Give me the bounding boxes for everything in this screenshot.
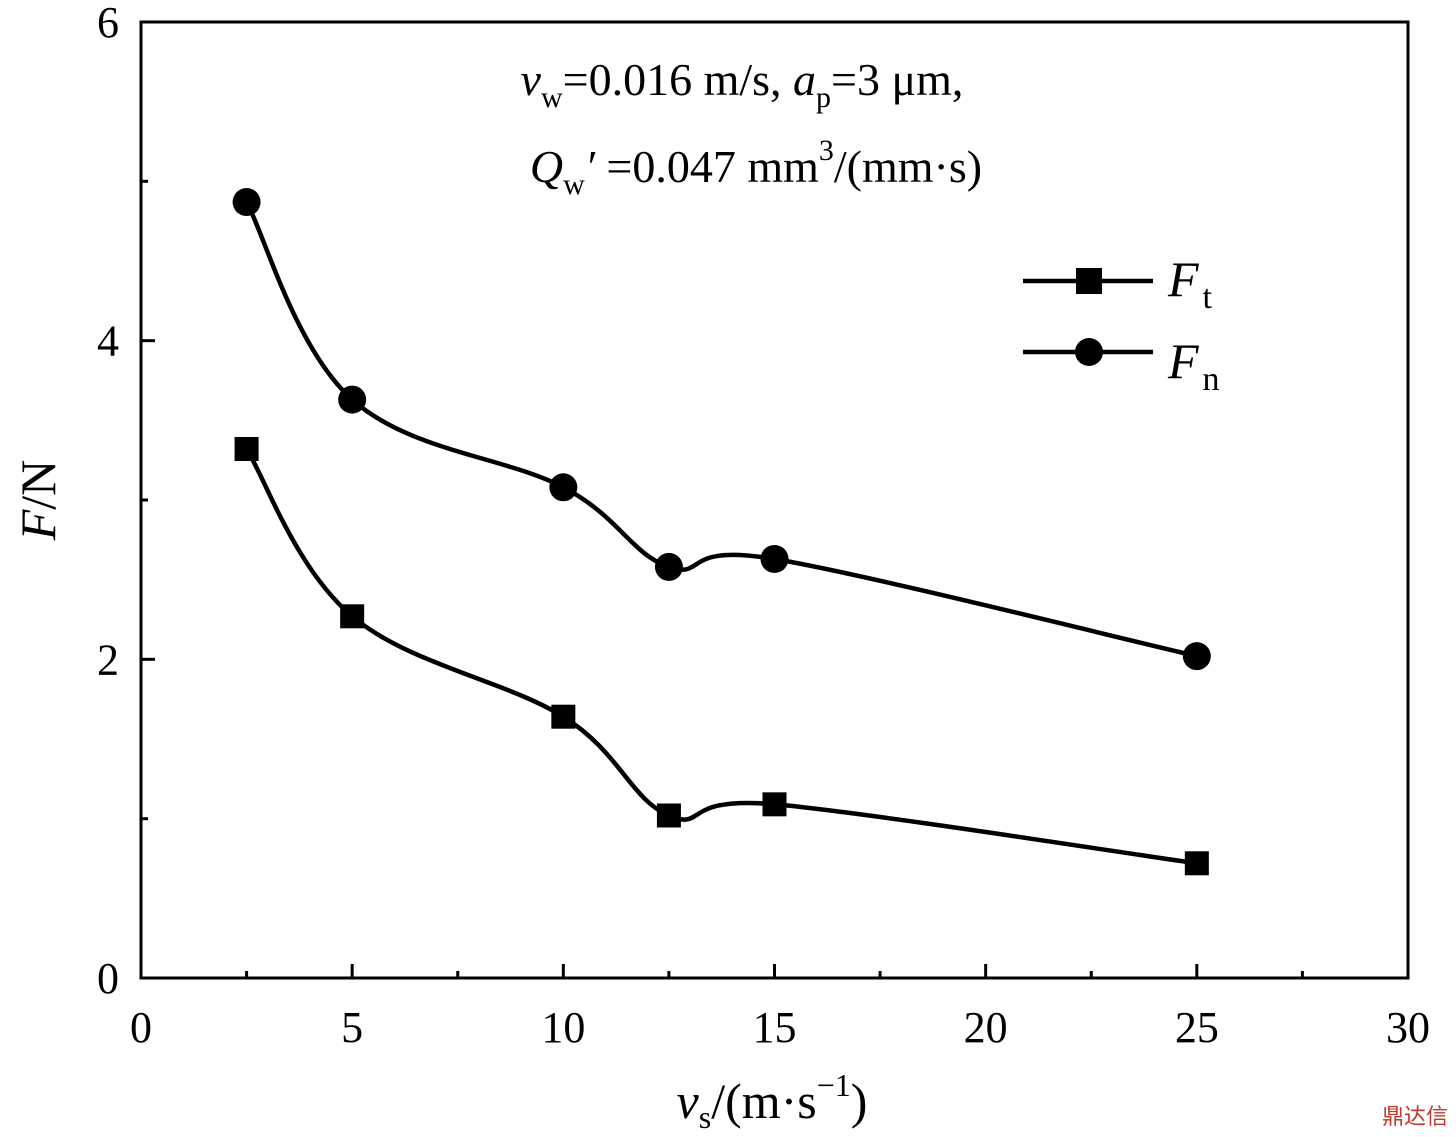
y-tick-label: 0 [97,954,119,1003]
fitted-curves [244,200,1198,866]
data-point-square [340,604,365,629]
y-axis-title: F/N [10,460,66,542]
annotation-line-2: Qw′ =0.047 mm3/(mm·s) [530,134,982,201]
data-point-circle [1182,642,1211,671]
x-axis-title: vs/(m·s−1) [677,1067,868,1135]
x-tick-label: 15 [753,1003,797,1052]
legend-marker-fn [1075,338,1103,366]
annotation-line-1: vw=0.016 m/s, ap=3 μm, [521,54,964,114]
y-tick-label: 2 [97,635,119,684]
y-tick-label: 6 [97,0,119,47]
data-point-square [762,792,787,817]
legend-marker-ft [1076,268,1102,294]
data-point-square [656,803,681,828]
x-tick-label: 5 [341,1003,363,1052]
data-point-square [1184,851,1209,876]
x-tick-label: 30 [1386,1003,1430,1052]
y-tick-label: 4 [97,317,119,366]
data-point-square [234,437,259,462]
x-tick-label: 25 [1175,1003,1219,1052]
x-tick-label: 10 [541,1003,585,1052]
x-tick-label: 0 [130,1003,152,1052]
data-markers [232,188,1211,876]
data-point-circle [549,473,578,502]
watermark-logo: 鼎达信 [1381,1105,1448,1130]
series-Ft-curve [244,447,1198,866]
axis-tick-labels: 0 5 10 15 20 25 30 0 2 4 6 [97,0,1430,1052]
data-point-circle [338,385,367,414]
x-tick-label: 20 [964,1003,1008,1052]
plot-frame [139,20,1410,980]
data-point-circle [760,544,789,573]
series-Fn-curve [244,200,1198,659]
data-point-circle [232,188,261,217]
data-point-circle [654,552,683,581]
data-point-square [551,704,576,729]
